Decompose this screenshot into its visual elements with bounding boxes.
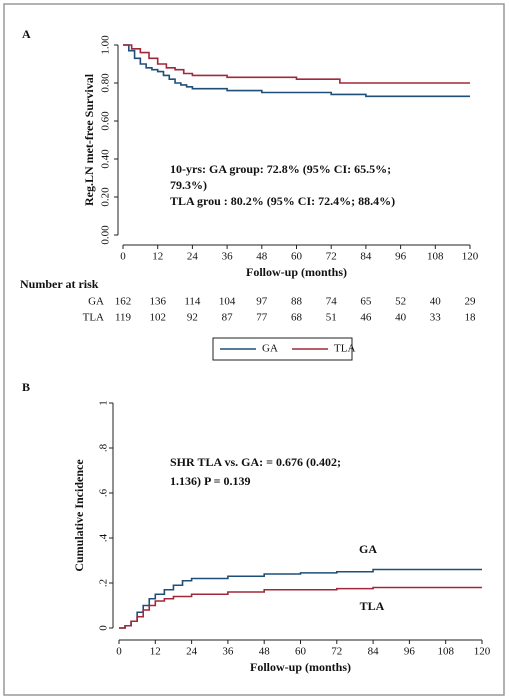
x-axis-label: Follow-up (months) [250, 660, 351, 674]
y-tick-label: .2 [98, 579, 110, 587]
risk-value: 87 [222, 312, 234, 324]
risk-row-label: TLA [83, 312, 104, 324]
x-axis-label: Follow-up (months) [246, 265, 347, 279]
x-tick-label: 84 [368, 646, 380, 658]
y-axis-label: Reg.LN met-free Survival [82, 73, 96, 206]
risk-value: 97 [256, 296, 268, 308]
annotation: TLA grou : 80.2% (95% CI: 72.4%; 88.4%) [170, 194, 395, 208]
risk-value: 88 [291, 296, 303, 308]
panel-label: B [22, 380, 30, 394]
x-tick-label: 0 [116, 646, 122, 658]
x-tick-label: 24 [186, 646, 198, 658]
y-tick-label: 0.20 [100, 187, 112, 207]
x-tick-label: 12 [150, 646, 161, 658]
legend-label: TLA [334, 343, 355, 355]
series-label: GA [359, 542, 377, 556]
y-tick-label: 0.60 [100, 111, 112, 131]
risk-value: 102 [149, 312, 166, 324]
x-tick-label: 12 [152, 251, 163, 263]
y-tick-label: .8 [98, 443, 110, 452]
risk-value: 136 [149, 296, 166, 308]
risk-value: 92 [187, 312, 198, 324]
x-tick-label: 24 [187, 251, 199, 263]
legend-label: GA [262, 343, 278, 355]
x-tick-label: 84 [360, 251, 372, 263]
risk-value: 104 [219, 296, 236, 308]
panel-label: A [22, 27, 31, 41]
x-tick-label: 108 [427, 251, 444, 263]
y-axis-label: Cumulative Incidence [72, 459, 86, 572]
x-tick-label: 72 [331, 646, 342, 658]
annotation: 1.136) P = 0.139 [170, 474, 251, 488]
risk-value: 162 [115, 296, 132, 308]
annotation: 79.3%) [170, 178, 207, 192]
risk-value: 68 [291, 312, 303, 324]
x-tick-label: 36 [222, 251, 234, 263]
survival-line [123, 44, 470, 84]
x-tick-label: 96 [404, 646, 416, 658]
risk-value: 52 [395, 296, 406, 308]
y-tick-label: 1 [98, 400, 110, 406]
annotation: SHR TLA vs. GA: = 0.676 (0.402; [170, 455, 341, 469]
risk-value: 119 [115, 312, 132, 324]
y-tick-label: 0.80 [100, 73, 112, 93]
survival-line [119, 586, 482, 629]
x-tick-label: 108 [437, 646, 454, 658]
risk-value: 18 [465, 312, 477, 324]
x-tick-label: 120 [462, 251, 479, 263]
x-tick-label: 0 [120, 251, 126, 263]
x-tick-label: 48 [256, 251, 268, 263]
y-tick-label: 0.00 [100, 225, 112, 245]
legend-box [212, 337, 353, 361]
risk-value: 40 [430, 296, 442, 308]
y-tick-label: .6 [98, 488, 110, 497]
x-tick-label: 60 [295, 646, 307, 658]
risk-value: 114 [184, 296, 201, 308]
x-tick-label: 48 [259, 646, 271, 658]
risk-value: 40 [395, 312, 407, 324]
y-tick-label: 1.00 [100, 35, 112, 55]
x-tick-label: 72 [326, 251, 337, 263]
risk-value: 74 [326, 296, 338, 308]
risk-value: 51 [326, 312, 337, 324]
risk-value: 46 [360, 312, 372, 324]
y-tick-label: .4 [98, 533, 110, 542]
risk-value: 77 [256, 312, 268, 324]
risk-value: 29 [465, 296, 477, 308]
survival-line [123, 44, 470, 98]
series-label: TLA [360, 599, 385, 613]
risk-value: 65 [360, 296, 372, 308]
risk-title: Number at risk [20, 277, 99, 291]
x-tick-label: 36 [222, 646, 234, 658]
x-tick-label: 60 [291, 251, 303, 263]
x-tick-label: 96 [395, 251, 407, 263]
risk-value: 33 [430, 312, 442, 324]
risk-row-label: GA [88, 296, 104, 308]
x-tick-label: 120 [474, 646, 491, 658]
annotation: 10-yrs: GA group: 72.8% (95% CI: 65.5%; [170, 162, 391, 176]
y-tick-label: 0 [98, 625, 110, 631]
y-tick-label: 0.40 [100, 149, 112, 169]
